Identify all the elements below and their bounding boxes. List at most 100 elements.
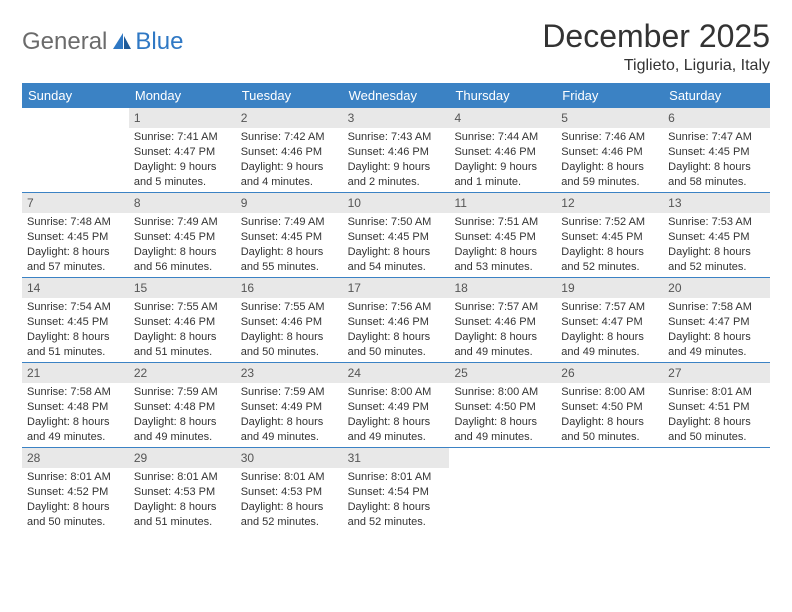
sunset-text: Sunset: 4:49 PM bbox=[241, 400, 338, 415]
day-header-wednesday: Wednesday bbox=[343, 83, 450, 108]
day-number: 3 bbox=[343, 108, 450, 128]
sunset-text: Sunset: 4:47 PM bbox=[134, 145, 231, 160]
sunrise-text: Sunrise: 7:46 AM bbox=[561, 130, 658, 145]
day-body: Sunrise: 7:49 AMSunset: 4:45 PMDaylight:… bbox=[129, 213, 236, 276]
day-cell: 26Sunrise: 8:00 AMSunset: 4:50 PMDayligh… bbox=[556, 363, 663, 447]
sunrise-text: Sunrise: 8:01 AM bbox=[348, 470, 445, 485]
day-body: Sunrise: 7:59 AMSunset: 4:49 PMDaylight:… bbox=[236, 383, 343, 446]
day-cell: 24Sunrise: 8:00 AMSunset: 4:49 PMDayligh… bbox=[343, 363, 450, 447]
sunrise-text: Sunrise: 7:42 AM bbox=[241, 130, 338, 145]
sunrise-text: Sunrise: 8:01 AM bbox=[668, 385, 765, 400]
day-number: 9 bbox=[236, 193, 343, 213]
day-header-friday: Friday bbox=[556, 83, 663, 108]
sunset-text: Sunset: 4:51 PM bbox=[668, 400, 765, 415]
day-body: Sunrise: 7:46 AMSunset: 4:46 PMDaylight:… bbox=[556, 128, 663, 191]
day-body: Sunrise: 7:57 AMSunset: 4:47 PMDaylight:… bbox=[556, 298, 663, 361]
sunrise-text: Sunrise: 7:56 AM bbox=[348, 300, 445, 315]
week-row: 1Sunrise: 7:41 AMSunset: 4:47 PMDaylight… bbox=[22, 108, 770, 192]
daylight-text: Daylight: 8 hours and 52 minutes. bbox=[561, 245, 658, 275]
sunrise-text: Sunrise: 7:44 AM bbox=[454, 130, 551, 145]
day-body: Sunrise: 7:44 AMSunset: 4:46 PMDaylight:… bbox=[449, 128, 556, 191]
day-cell: 8Sunrise: 7:49 AMSunset: 4:45 PMDaylight… bbox=[129, 193, 236, 277]
day-number: 21 bbox=[22, 363, 129, 383]
sunset-text: Sunset: 4:45 PM bbox=[134, 230, 231, 245]
daylight-text: Daylight: 8 hours and 50 minutes. bbox=[561, 415, 658, 445]
day-header-monday: Monday bbox=[129, 83, 236, 108]
sunset-text: Sunset: 4:46 PM bbox=[561, 145, 658, 160]
daylight-text: Daylight: 8 hours and 53 minutes. bbox=[454, 245, 551, 275]
sunrise-text: Sunrise: 7:48 AM bbox=[27, 215, 124, 230]
sunset-text: Sunset: 4:46 PM bbox=[348, 145, 445, 160]
day-cell: 22Sunrise: 7:59 AMSunset: 4:48 PMDayligh… bbox=[129, 363, 236, 447]
day-body: Sunrise: 8:01 AMSunset: 4:53 PMDaylight:… bbox=[129, 468, 236, 531]
day-body: Sunrise: 7:50 AMSunset: 4:45 PMDaylight:… bbox=[343, 213, 450, 276]
day-cell: 21Sunrise: 7:58 AMSunset: 4:48 PMDayligh… bbox=[22, 363, 129, 447]
sunset-text: Sunset: 4:46 PM bbox=[348, 315, 445, 330]
daylight-text: Daylight: 8 hours and 50 minutes. bbox=[241, 330, 338, 360]
day-body: Sunrise: 7:55 AMSunset: 4:46 PMDaylight:… bbox=[236, 298, 343, 361]
daylight-text: Daylight: 9 hours and 4 minutes. bbox=[241, 160, 338, 190]
day-number: 23 bbox=[236, 363, 343, 383]
daylight-text: Daylight: 8 hours and 52 minutes. bbox=[241, 500, 338, 530]
sunrise-text: Sunrise: 8:00 AM bbox=[561, 385, 658, 400]
daylight-text: Daylight: 8 hours and 50 minutes. bbox=[348, 330, 445, 360]
day-number: 5 bbox=[556, 108, 663, 128]
day-number: 24 bbox=[343, 363, 450, 383]
day-number: 4 bbox=[449, 108, 556, 128]
day-cell: 6Sunrise: 7:47 AMSunset: 4:45 PMDaylight… bbox=[663, 108, 770, 192]
day-cell: 17 Sunrise: 7:56 AMSunset: 4:46 PMDayligh… bbox=[343, 278, 450, 362]
day-cell: 5Sunrise: 7:46 AMSunset: 4:46 PMDaylight… bbox=[556, 108, 663, 192]
day-cell: 31Sunrise: 8:01 AMSunset: 4:54 PMDayligh… bbox=[343, 448, 450, 532]
sunset-text: Sunset: 4:46 PM bbox=[241, 145, 338, 160]
day-number: 17 bbox=[343, 278, 450, 298]
day-header-sunday: Sunday bbox=[22, 83, 129, 108]
day-body: Sunrise: 7:47 AMSunset: 4:45 PMDaylight:… bbox=[663, 128, 770, 191]
day-body: Sunrise: 8:00 AMSunset: 4:49 PMDaylight:… bbox=[343, 383, 450, 446]
day-number: 30 bbox=[236, 448, 343, 468]
day-cell: 15Sunrise: 7:55 AMSunset: 4:46 PMDayligh… bbox=[129, 278, 236, 362]
daylight-text: Daylight: 8 hours and 52 minutes. bbox=[348, 500, 445, 530]
week-row: 14Sunrise: 7:54 AMSunset: 4:45 PMDayligh… bbox=[22, 277, 770, 362]
sunset-text: Sunset: 4:46 PM bbox=[134, 315, 231, 330]
sunrise-text: Sunrise: 7:59 AM bbox=[134, 385, 231, 400]
day-cell: 29Sunrise: 8:01 AMSunset: 4:53 PMDayligh… bbox=[129, 448, 236, 532]
week-row: 28Sunrise: 8:01 AMSunset: 4:52 PMDayligh… bbox=[22, 447, 770, 532]
sunrise-text: Sunrise: 7:50 AM bbox=[348, 215, 445, 230]
daylight-text: Daylight: 8 hours and 51 minutes. bbox=[134, 330, 231, 360]
day-body: Sunrise: 8:00 AMSunset: 4:50 PMDaylight:… bbox=[449, 383, 556, 446]
sunset-text: Sunset: 4:45 PM bbox=[668, 230, 765, 245]
day-body: Sunrise: 7:51 AMSunset: 4:45 PMDaylight:… bbox=[449, 213, 556, 276]
day-number: 25 bbox=[449, 363, 556, 383]
daylight-text: Daylight: 9 hours and 1 minute. bbox=[454, 160, 551, 190]
month-title: December 2025 bbox=[542, 18, 770, 55]
day-number: 1 bbox=[129, 108, 236, 128]
day-body: Sunrise: 7:41 AMSunset: 4:47 PMDaylight:… bbox=[129, 128, 236, 191]
day-number: 20 bbox=[663, 278, 770, 298]
daylight-text: Daylight: 8 hours and 57 minutes. bbox=[27, 245, 124, 275]
day-number: 13 bbox=[663, 193, 770, 213]
daylight-text: Daylight: 8 hours and 49 minutes. bbox=[561, 330, 658, 360]
day-cell: 23Sunrise: 7:59 AMSunset: 4:49 PMDayligh… bbox=[236, 363, 343, 447]
day-cell: 14Sunrise: 7:54 AMSunset: 4:45 PMDayligh… bbox=[22, 278, 129, 362]
day-header-saturday: Saturday bbox=[663, 83, 770, 108]
daylight-text: Daylight: 8 hours and 49 minutes. bbox=[668, 330, 765, 360]
sunset-text: Sunset: 4:46 PM bbox=[454, 145, 551, 160]
week-row: 7Sunrise: 7:48 AMSunset: 4:45 PMDaylight… bbox=[22, 192, 770, 277]
daylight-text: Daylight: 8 hours and 49 minutes. bbox=[454, 415, 551, 445]
calendar-page: General Blue December 2025 Tiglieto, Lig… bbox=[0, 0, 792, 550]
sunrise-text: Sunrise: 8:00 AM bbox=[454, 385, 551, 400]
daylight-text: Daylight: 8 hours and 49 minutes. bbox=[27, 415, 124, 445]
day-body: Sunrise: 7:52 AMSunset: 4:45 PMDaylight:… bbox=[556, 213, 663, 276]
sunrise-text: Sunrise: 8:01 AM bbox=[27, 470, 124, 485]
day-number: 28 bbox=[22, 448, 129, 468]
daylight-text: Daylight: 8 hours and 50 minutes. bbox=[27, 500, 124, 530]
day-cell: 19Sunrise: 7:57 AMSunset: 4:47 PMDayligh… bbox=[556, 278, 663, 362]
day-body: Sunrise: 7:57 AMSunset: 4:46 PMDaylight:… bbox=[449, 298, 556, 361]
day-cell: 11Sunrise: 7:51 AMSunset: 4:45 PMDayligh… bbox=[449, 193, 556, 277]
day-cell: 10Sunrise: 7:50 AMSunset: 4:45 PMDayligh… bbox=[343, 193, 450, 277]
sunset-text: Sunset: 4:50 PM bbox=[454, 400, 551, 415]
day-body: Sunrise: 8:01 AMSunset: 4:53 PMDaylight:… bbox=[236, 468, 343, 531]
day-number: 19 bbox=[556, 278, 663, 298]
day-body: Sunrise: 7:43 AMSunset: 4:46 PMDaylight:… bbox=[343, 128, 450, 191]
sunset-text: Sunset: 4:47 PM bbox=[561, 315, 658, 330]
